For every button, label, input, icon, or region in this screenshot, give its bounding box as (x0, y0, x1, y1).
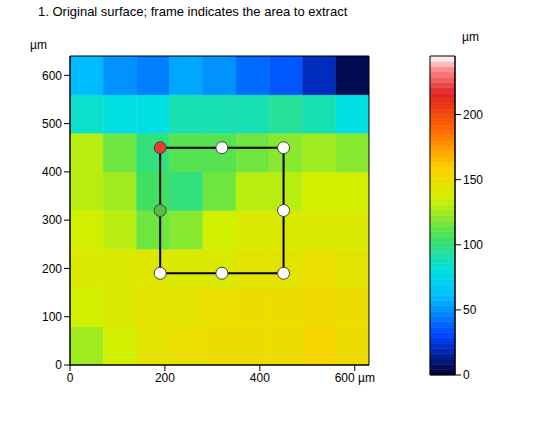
html-text:1. Original surface; frame ind: 1. Original surface; frame indicates the… (38, 4, 348, 19)
svg-text:400: 400 (42, 165, 62, 179)
svg-text:0: 0 (67, 371, 74, 385)
svg-text:100: 100 (42, 310, 62, 324)
svg-text:50: 50 (463, 303, 477, 317)
svg-text:0: 0 (463, 368, 470, 382)
svg-text:600: 600 (42, 69, 62, 83)
svg-text:600 µm: 600 µm (335, 371, 375, 385)
svg-text:400: 400 (250, 371, 270, 385)
html-text:µm: µm (30, 38, 47, 52)
svg-text:200: 200 (42, 262, 62, 276)
html-text:µm: µm (462, 30, 479, 44)
svg-text:0: 0 (55, 358, 62, 372)
svg-text:100: 100 (463, 238, 483, 252)
svg-text:300: 300 (42, 213, 62, 227)
svg-text:500: 500 (42, 117, 62, 131)
svg-text:200: 200 (463, 108, 483, 122)
svg-text:200: 200 (155, 371, 175, 385)
svg-text:150: 150 (463, 173, 483, 187)
